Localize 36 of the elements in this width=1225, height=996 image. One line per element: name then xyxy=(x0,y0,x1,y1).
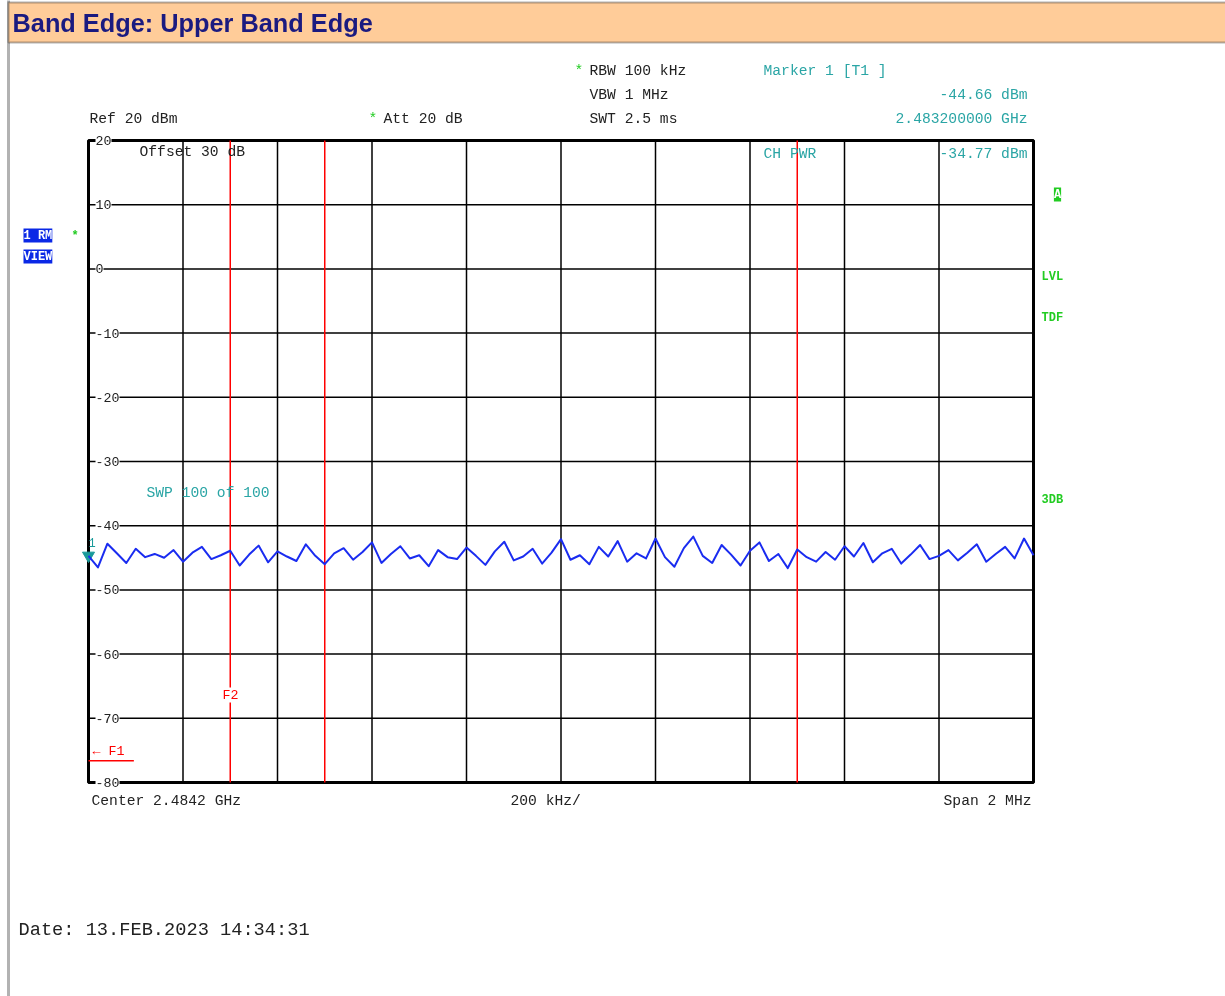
text: A xyxy=(1053,187,1062,202)
text: Ref 20 dBm xyxy=(89,110,178,127)
text: * xyxy=(368,110,378,127)
y-tick-label: -60 xyxy=(95,647,120,663)
text: Marker 1 [T1 ] xyxy=(763,62,887,79)
text: Center 2.4842 GHz xyxy=(91,792,242,809)
text: 2.483200000 GHz xyxy=(895,110,1028,127)
y-tick-label: -30 xyxy=(95,455,120,470)
text: -44.66 dBm xyxy=(939,86,1028,103)
y-tick-label: 0 xyxy=(95,262,104,278)
text: 200 kHz/ xyxy=(510,792,581,809)
text: * xyxy=(574,62,584,79)
ref-line-label: ← F1 xyxy=(92,743,125,759)
text: SWT 2.5 ms xyxy=(589,110,678,127)
annotation: F2 xyxy=(222,687,239,703)
y-tick-label: -20 xyxy=(95,390,120,406)
text: VIEW xyxy=(23,249,54,264)
annotation: -34.77 dBm xyxy=(939,145,1028,162)
y-tick-label: -10 xyxy=(95,326,120,342)
text: TDF xyxy=(1041,310,1064,325)
y-tick-label: -40 xyxy=(95,519,120,535)
text: Span 2 MHz xyxy=(943,792,1032,809)
text: RBW 100 kHz xyxy=(589,62,687,79)
text: Date: 13.FEB.2023 14:34:31 xyxy=(18,918,310,941)
text: Att 20 dB xyxy=(383,110,463,127)
text: LVL xyxy=(1041,269,1064,284)
text: * xyxy=(71,228,79,243)
y-tick-label: -80 xyxy=(95,776,120,791)
text: VBW 1 MHz xyxy=(589,86,669,103)
y-tick-label: 20 xyxy=(95,134,112,149)
y-tick-label: 10 xyxy=(95,198,112,214)
y-tick-label: -50 xyxy=(95,583,120,599)
text: 1 RM xyxy=(23,228,53,243)
chart-title: Band Edge: Upper Band Edge xyxy=(12,8,373,37)
text: 3DB xyxy=(1041,492,1064,507)
y-tick-label: -70 xyxy=(95,711,120,727)
